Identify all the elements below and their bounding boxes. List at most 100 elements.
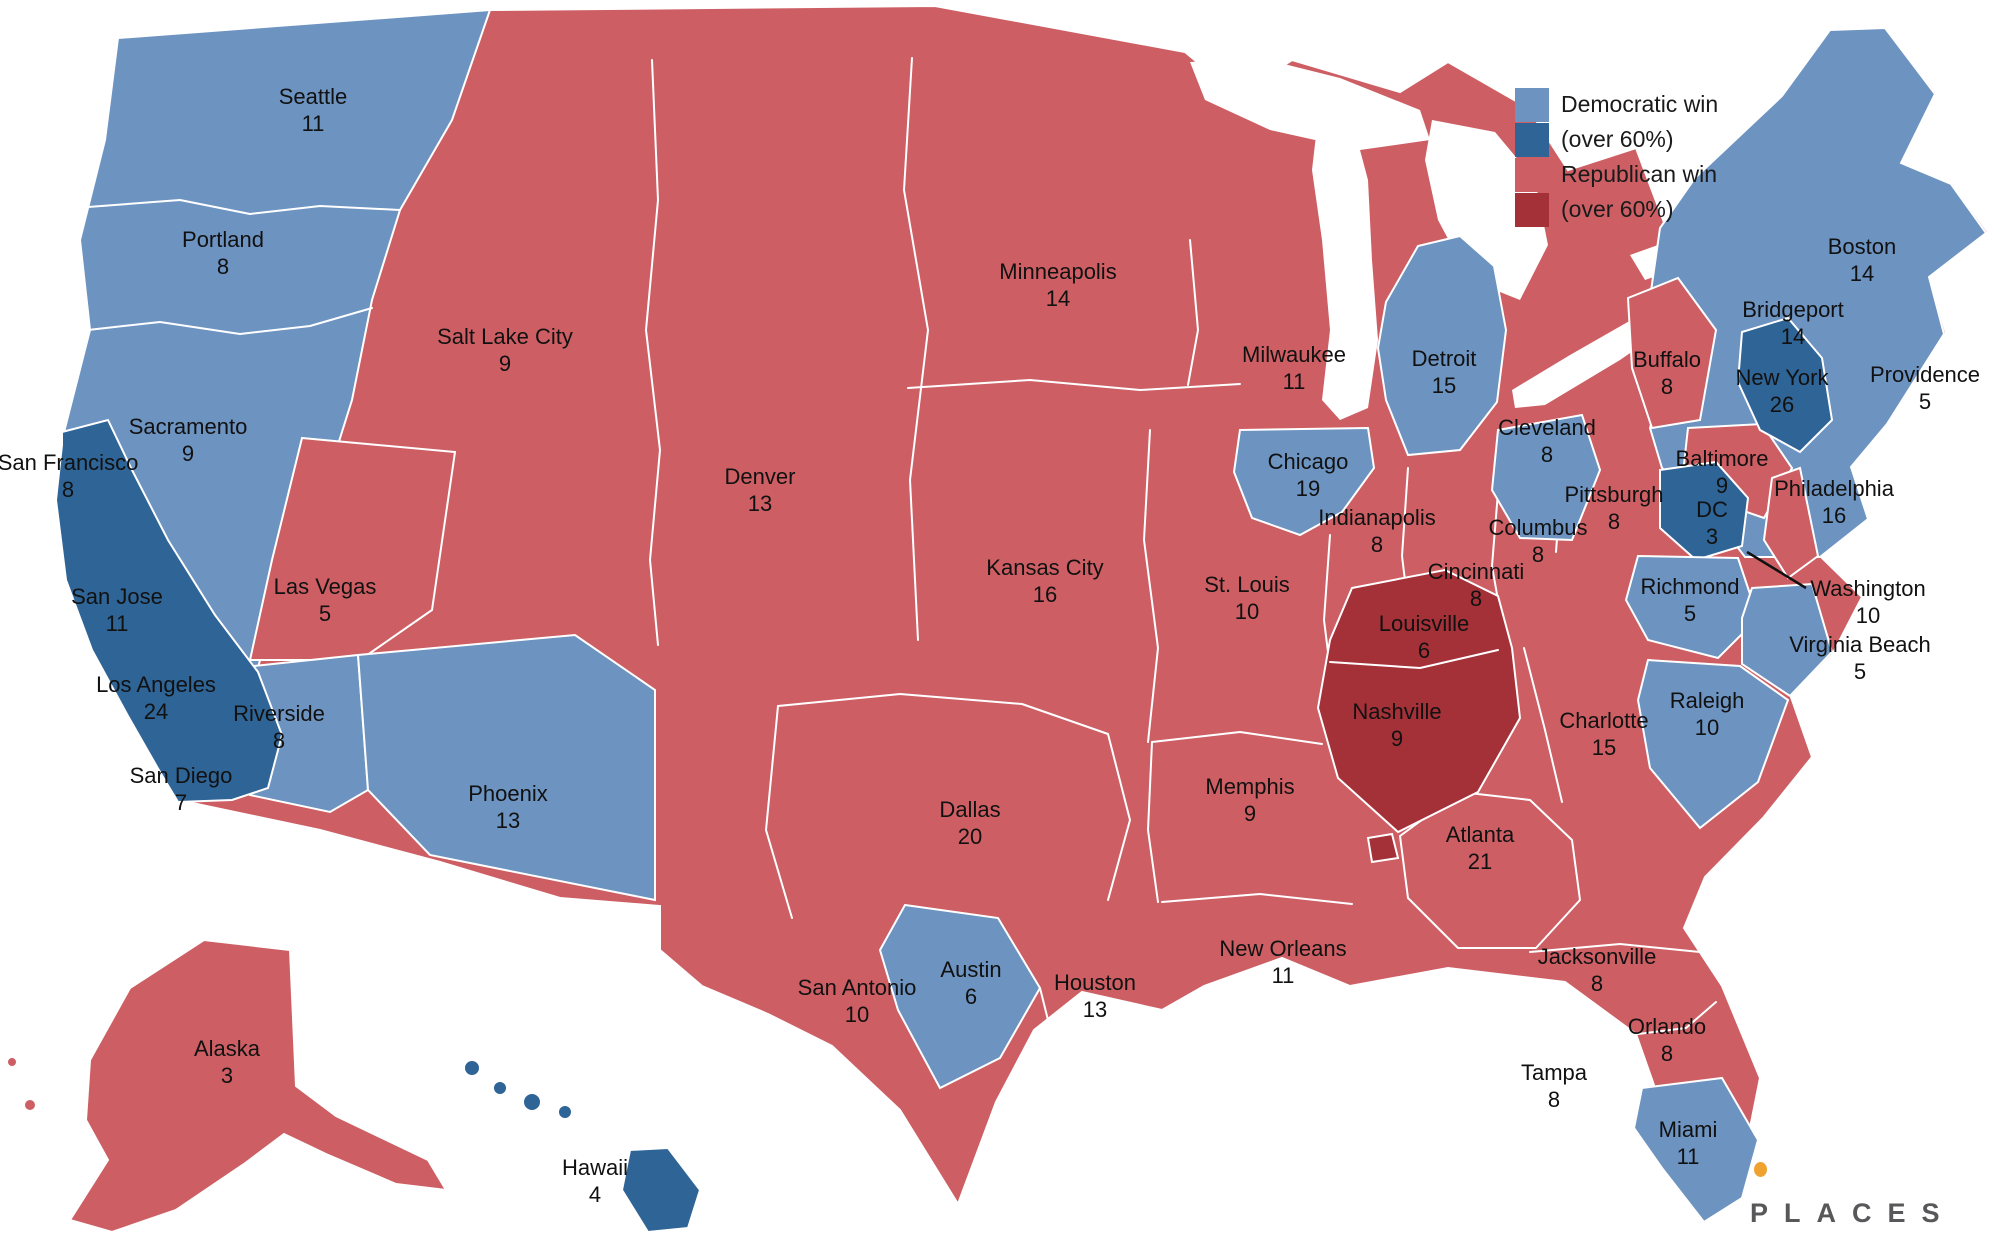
city-label-pittsburgh: Pittsburgh 8 xyxy=(1564,481,1663,535)
city-label-charlotte: Charlotte 15 xyxy=(1559,707,1648,761)
city-value: 14 xyxy=(1780,324,1806,349)
city-name: Chicago xyxy=(1267,449,1349,474)
region-buffalo xyxy=(1626,276,1718,430)
city-label-sacramento: Sacramento 9 xyxy=(129,413,248,467)
city-value: 3 xyxy=(220,1063,234,1088)
city-name: Detroit xyxy=(1411,346,1477,371)
city-value: 6 xyxy=(1417,638,1431,663)
city-name: Louisville xyxy=(1378,611,1470,636)
city-value: 13 xyxy=(495,808,521,833)
city-name: Jacksonville xyxy=(1537,944,1657,969)
region-dc xyxy=(1659,460,1750,562)
city-value: 6 xyxy=(964,984,978,1009)
region-virginia-beach xyxy=(1741,582,1834,698)
city-label-san-francisco: San Francisco 8 xyxy=(0,449,138,503)
hawaii-island xyxy=(463,1059,481,1077)
city-name: Atlanta xyxy=(1445,822,1515,847)
region-new-york xyxy=(1736,316,1834,454)
city-name: Seattle xyxy=(278,84,348,109)
legend-swatch-rep2 xyxy=(1515,192,1549,227)
city-value: 8 xyxy=(1531,542,1545,567)
city-label-nashville: Nashville 9 xyxy=(1352,698,1441,752)
lake-superior xyxy=(1190,58,1430,150)
city-label-detroit: Detroit 15 xyxy=(1412,345,1477,399)
city-name: Sacramento xyxy=(128,414,248,439)
region-detroit xyxy=(1376,234,1508,457)
city-label-virginia-beach: Virginia Beach 5 xyxy=(1789,631,1930,685)
city-value: 11 xyxy=(1676,1144,1700,1169)
city-label-chicago: Chicago 19 xyxy=(1268,448,1349,502)
legend-label: (over 60%) xyxy=(1561,196,1674,222)
city-value: 8 xyxy=(1590,971,1604,996)
city-value: 11 xyxy=(301,111,325,136)
region-raleigh xyxy=(1636,658,1790,830)
city-value: 8 xyxy=(1370,532,1384,557)
city-label-philadelphia: Philadelphia 16 xyxy=(1774,475,1894,529)
city-name: Dallas xyxy=(939,797,1001,822)
city-label-minneapolis: Minneapolis 14 xyxy=(999,258,1116,312)
city-name: Virginia Beach xyxy=(1789,632,1931,657)
city-value: 5 xyxy=(1683,601,1697,626)
city-name: Riverside xyxy=(233,701,325,726)
city-value: 10 xyxy=(1694,715,1720,740)
city-label-los-angeles: Los Angeles 24 xyxy=(96,671,216,725)
region-louisville-nashville xyxy=(1316,568,1522,834)
region-chattanooga-sliver xyxy=(1366,832,1400,864)
city-label-cincinnati: Cincinnati 8 xyxy=(1428,558,1525,612)
alaska-island xyxy=(6,1056,18,1068)
city-label-memphis: Memphis 9 xyxy=(1205,773,1294,827)
city-value: 8 xyxy=(1547,1087,1561,1112)
city-label-indianapolis: Indianapolis 8 xyxy=(1318,504,1435,558)
city-name: Tampa xyxy=(1520,1060,1588,1085)
city-value: 8 xyxy=(1660,374,1674,399)
city-value: 8 xyxy=(61,477,75,502)
city-label-milwaukee: Milwaukee 11 xyxy=(1242,341,1346,395)
city-value: 11 xyxy=(1271,963,1295,988)
hawaii-island xyxy=(557,1104,573,1120)
logo-orange-dot-icon xyxy=(1754,1162,1767,1177)
city-label-seattle: Seattle 11 xyxy=(279,83,348,137)
city-name: San Francisco xyxy=(0,450,139,475)
city-name: Cleveland xyxy=(1498,415,1596,440)
city-name: Cincinnati xyxy=(1427,559,1525,584)
city-value: 16 xyxy=(1821,503,1847,528)
city-value: 4 xyxy=(588,1182,602,1207)
city-value: 9 xyxy=(1243,801,1257,826)
city-name: Buffalo xyxy=(1632,347,1702,372)
legend-row: Republican win xyxy=(1515,157,1718,192)
city-name: Richmond xyxy=(1640,574,1740,599)
city-value: 19 xyxy=(1295,476,1321,501)
city-value: 13 xyxy=(747,491,773,516)
city-name: New Orleans xyxy=(1219,936,1347,961)
lake-michigan xyxy=(1312,118,1378,420)
city-name: Hawaii xyxy=(561,1155,629,1180)
region-chicago xyxy=(1232,426,1376,537)
alaska-island xyxy=(23,1098,37,1112)
city-label-hawaii: Hawaii 4 xyxy=(562,1154,628,1208)
city-value: 8 xyxy=(216,254,230,279)
city-name: Washington xyxy=(1810,576,1926,601)
city-label-bridgeport: Bridgeport 14 xyxy=(1742,296,1844,350)
city-name: Phoenix xyxy=(468,781,548,806)
city-label-boston: Boston 14 xyxy=(1828,233,1897,287)
city-value: 14 xyxy=(1849,261,1875,286)
legend-label: (over 60%) xyxy=(1561,126,1674,152)
city-label-providence: Providence 5 xyxy=(1870,361,1980,415)
city-name: St. Louis xyxy=(1204,572,1290,597)
city-label-dc: DC 3 xyxy=(1696,496,1728,550)
map-legend: Democratic win (over 60%) Republican win (o… xyxy=(1515,87,1718,227)
city-name: Minneapolis xyxy=(999,259,1117,284)
city-label-dallas: Dallas 20 xyxy=(939,796,1000,850)
city-name: Houston xyxy=(1054,970,1136,995)
city-label-orlando: Orlando 8 xyxy=(1628,1013,1706,1067)
city-label-riverside: Riverside 8 xyxy=(233,700,325,754)
region-california-coast xyxy=(54,418,284,804)
city-label-new-york: New York 26 xyxy=(1736,364,1829,418)
legend-label: Republican win xyxy=(1561,161,1717,187)
city-label-atlanta: Atlanta 21 xyxy=(1446,821,1515,875)
city-name: Raleigh xyxy=(1669,688,1745,713)
city-name: Memphis xyxy=(1205,774,1295,799)
legend-swatch-rep xyxy=(1515,157,1549,192)
city-value: 20 xyxy=(957,824,983,849)
city-name: San Jose xyxy=(71,584,163,609)
